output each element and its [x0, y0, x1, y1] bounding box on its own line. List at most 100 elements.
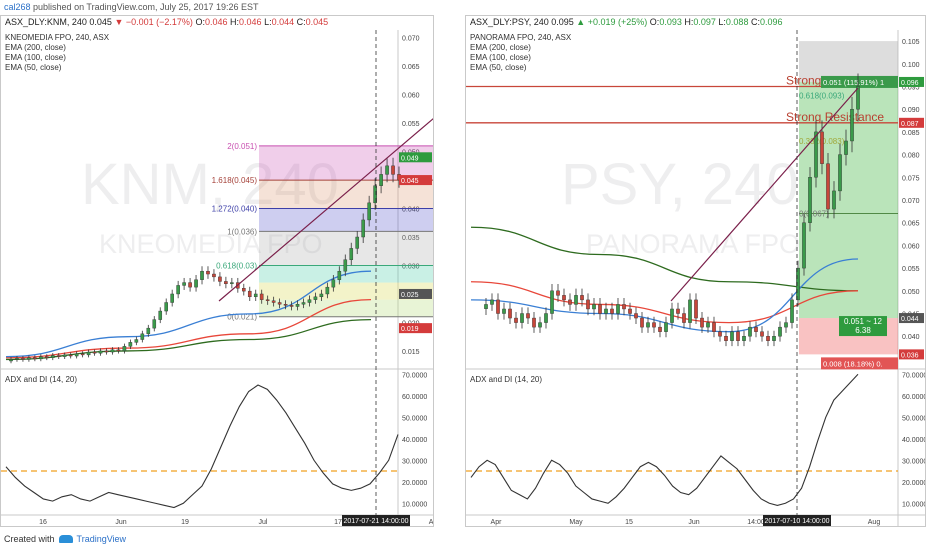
ema-line — [470, 226, 859, 292]
last-price: 0.045 — [89, 17, 112, 27]
publish-bar: cal268 published on TradingView.com, Jul… — [0, 0, 932, 14]
symbol-header: ASX_DLY:KNM, 240 0.045 ▼ −0.001 (−2.17%)… — [5, 17, 328, 27]
cursor-date-label: 2017-07-21 14:00:00 — [344, 518, 409, 525]
candle-body — [664, 322, 668, 332]
legend-ema-100[interactable]: EMA (100, close) — [470, 53, 531, 62]
adx-tick-label: 50.0000 — [902, 415, 925, 422]
author-link[interactable]: cal268 — [4, 2, 31, 12]
adx-line — [470, 373, 859, 506]
legend-symbol[interactable]: PANORAMA FPO, 240, ASX — [470, 33, 572, 42]
chart-panel-psy[interactable]: ASX_DLY:PSY, 240 0.095 ▲ +0.019 (+25%) O… — [465, 15, 926, 527]
candle-body — [50, 355, 55, 358]
high-value: 0.046 — [239, 17, 262, 27]
cursor-date-box — [763, 515, 831, 526]
adx-tick-label: 30.0000 — [902, 458, 925, 465]
price-tick-label: 0.040 — [902, 334, 920, 341]
adx-tick-label: 10.0000 — [402, 501, 427, 508]
candle-body — [826, 163, 830, 210]
candle-body — [796, 267, 800, 301]
footer: Created with TradingView — [4, 534, 126, 544]
candle-body — [331, 279, 336, 288]
open-label: O: — [195, 17, 205, 27]
candle-body — [247, 290, 252, 298]
legend-ema-50[interactable]: EMA (50, close) — [5, 63, 62, 72]
candle-body — [628, 308, 632, 314]
fib-band — [259, 208, 433, 232]
low-label: L: — [264, 17, 272, 27]
candle-body — [116, 349, 121, 352]
adx-tick-label: 30.0000 — [402, 458, 427, 465]
legend-ema-50[interactable]: EMA (50, close) — [470, 63, 527, 72]
candle-body — [856, 86, 860, 110]
candle-body — [772, 336, 776, 341]
candle-body — [200, 270, 204, 280]
price-change: −0.001 (−2.17%) — [125, 17, 193, 27]
symbol-header: ASX_DLY:PSY, 240 0.095 ▲ +0.019 (+25%) O… — [470, 17, 783, 27]
chart-canvas[interactable]: 0.0150.0200.0250.0300.0350.0400.0450.050… — [1, 16, 433, 526]
price-label-box — [399, 152, 432, 163]
candle-body — [194, 279, 198, 288]
candle-body — [760, 331, 764, 337]
candle-body — [230, 282, 234, 284]
candle-body — [496, 299, 500, 314]
symbol-name: ASX_DLY:PSY, 240 — [470, 17, 549, 27]
time-tick-label: Jun — [688, 519, 699, 526]
candle-body — [325, 286, 330, 295]
candle-body — [532, 317, 536, 328]
indicator-legend: PANORAMA FPO, 240, ASX EMA (200, close) … — [470, 33, 571, 73]
candle-body — [586, 299, 590, 310]
candle-body — [188, 282, 192, 288]
legend-ema-200[interactable]: EMA (200, close) — [470, 43, 531, 52]
candle-body — [538, 322, 542, 328]
open-value: 0.046 — [204, 17, 228, 27]
candle-body — [670, 308, 674, 323]
adx-tick-label: 70.0000 — [402, 372, 427, 379]
candle-body — [301, 302, 306, 305]
legend-ema-200[interactable]: EMA (200, close) — [5, 43, 66, 52]
price-tick-label: 0.050 — [902, 289, 920, 296]
time-tick-label: 19 — [181, 519, 189, 526]
close-label: C: — [296, 17, 306, 27]
candle-body — [176, 285, 180, 295]
candle-body — [748, 326, 752, 337]
candle-body — [784, 322, 788, 328]
candle-body — [277, 302, 282, 305]
legend-symbol[interactable]: KNEOMEDIA FPO, 240, ASX — [5, 33, 110, 42]
stop-label-box — [821, 357, 898, 370]
down-arrow-icon: ▼ — [114, 17, 124, 27]
low-label: L: — [718, 17, 726, 27]
chart-panel-knm[interactable]: ASX_DLY:KNM, 240 0.045 ▼ −0.001 (−2.17%)… — [0, 15, 434, 527]
price-tick-label: 0.080 — [902, 153, 920, 160]
time-tick-label: Au — [429, 519, 433, 526]
candle-body — [140, 333, 145, 340]
candle-body — [56, 355, 61, 357]
candle-body — [128, 342, 133, 347]
legend-ema-100[interactable]: EMA (100, close) — [5, 53, 66, 62]
candle-body — [652, 322, 656, 328]
candle-body — [343, 259, 348, 272]
candle-body — [736, 331, 740, 341]
price-label-text: 0.025 — [401, 292, 419, 299]
candle-body — [706, 322, 710, 328]
cursor-date-label: 2017-07-10 14:00:00 — [765, 518, 830, 525]
candle-body — [110, 349, 115, 353]
candle-body — [39, 356, 43, 360]
risk-reward-ratio: 0.051 ~ 12 — [844, 317, 883, 326]
candle-body — [152, 319, 157, 329]
candle-body — [790, 299, 794, 323]
candle-body — [682, 313, 686, 323]
adx-legend[interactable]: ADX and DI (14, 20) — [5, 375, 78, 384]
candle-body — [694, 299, 698, 319]
price-tick-label: 0.090 — [902, 107, 920, 114]
price-tick-label: 0.060 — [902, 243, 920, 250]
adx-legend[interactable]: ADX and DI (14, 20) — [470, 375, 543, 384]
candle-body — [778, 326, 782, 337]
candle-body — [766, 336, 770, 341]
chart-canvas[interactable]: 0.0400.0450.0500.0550.0600.0650.0700.075… — [466, 16, 925, 526]
price-tick-label: 0.065 — [902, 221, 920, 228]
price-label-box — [899, 76, 924, 87]
risk-reward-value: 6.38 — [855, 326, 871, 335]
candle-body — [598, 304, 602, 314]
candle-body — [610, 308, 614, 314]
tradingview-link[interactable]: TradingView — [76, 534, 127, 544]
